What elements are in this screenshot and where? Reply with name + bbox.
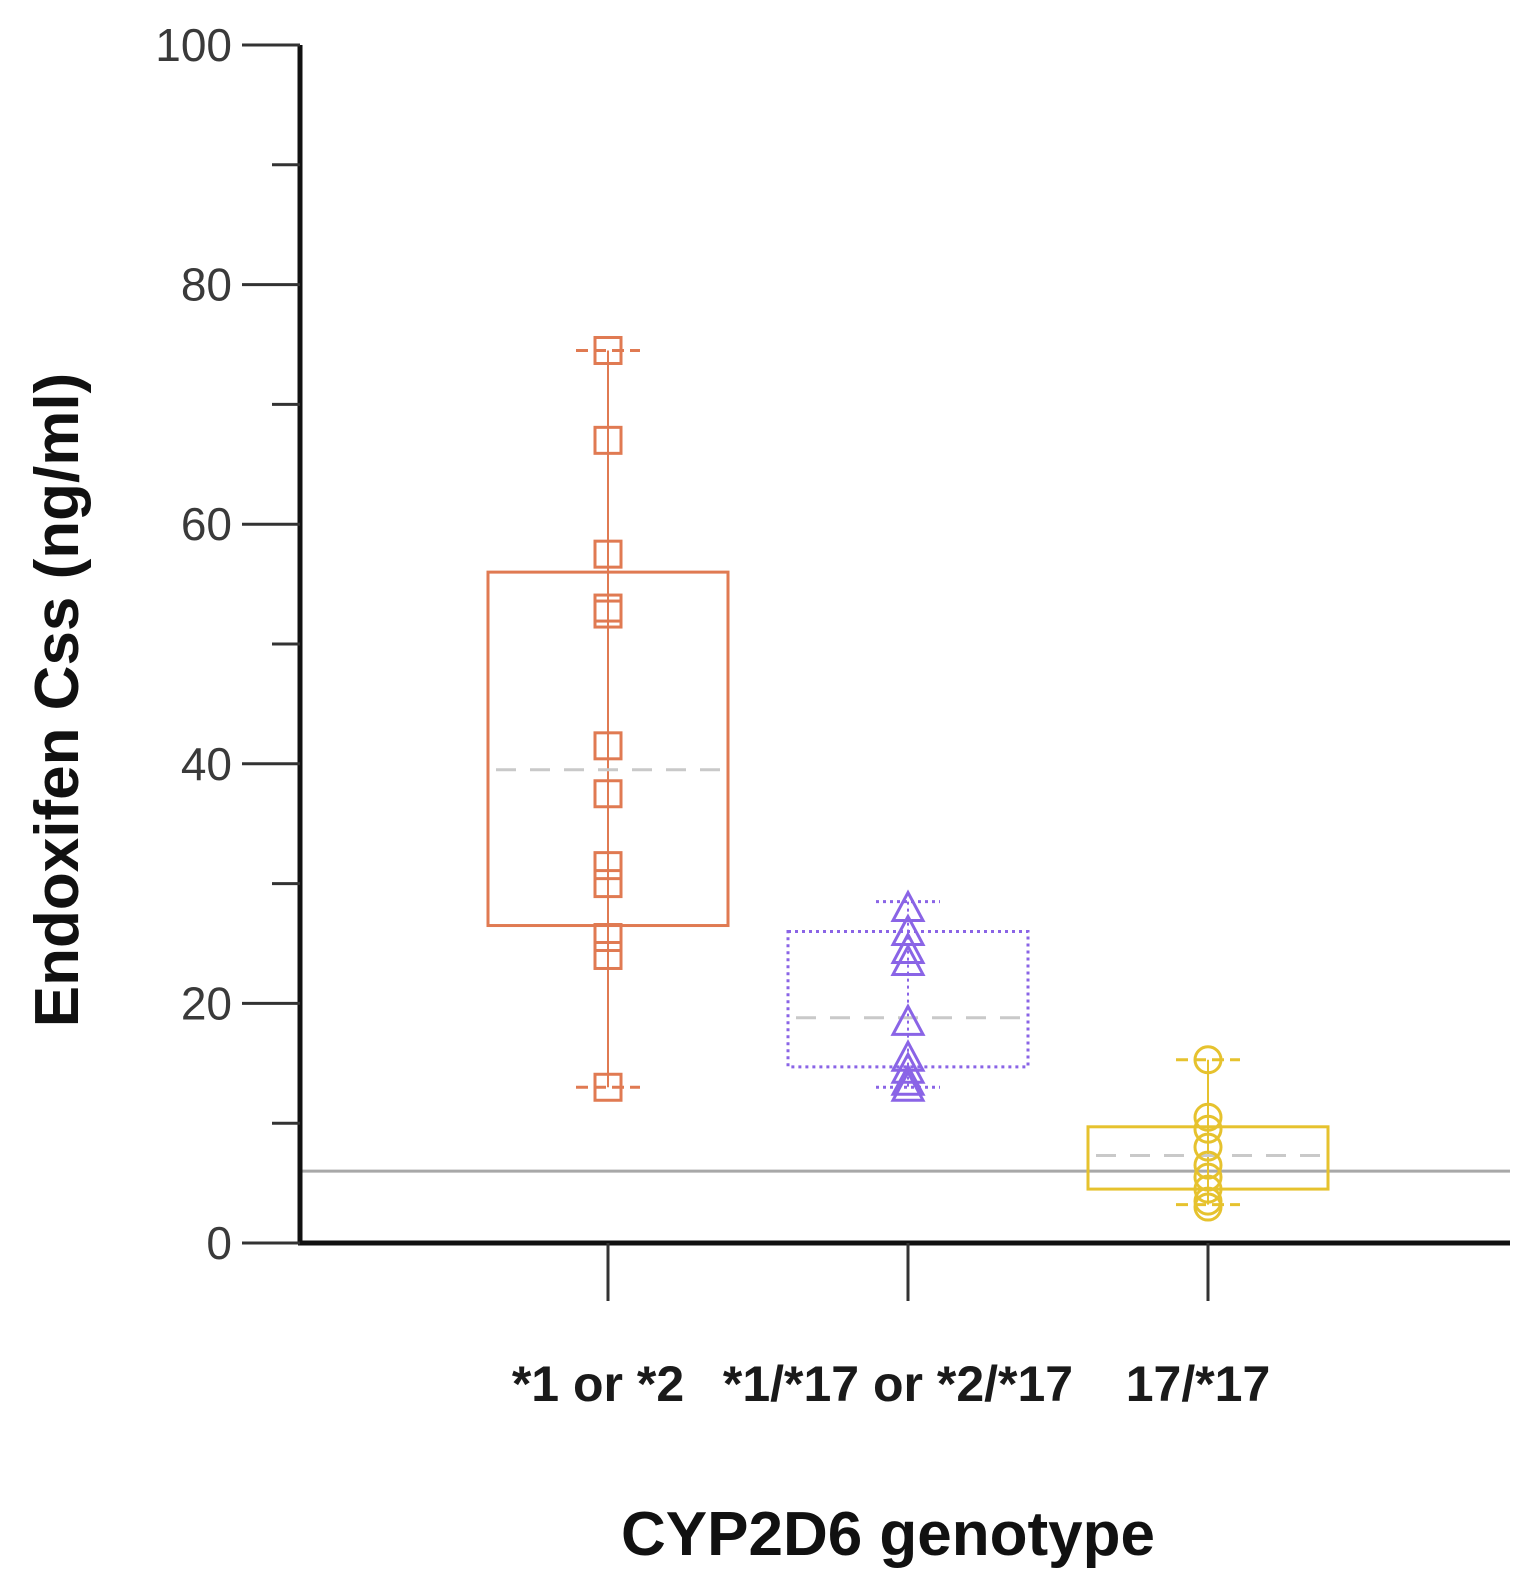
data-point-square: [593, 851, 623, 881]
data-point-triangle: [890, 1069, 926, 1102]
boxes-layer: [486, 348, 1330, 1207]
group-points-3: [1193, 1045, 1223, 1222]
data-point-square: [593, 539, 623, 569]
data-point-circle: [1193, 1102, 1223, 1132]
group-box-2: [786, 900, 1030, 1089]
data-point-circle: [1193, 1132, 1223, 1162]
data-point-triangle: [890, 1003, 926, 1036]
data-point-circle: [1193, 1174, 1223, 1204]
data-point-circle: [1193, 1192, 1223, 1222]
data-point-square: [593, 940, 623, 970]
y-tick-label: 80: [181, 259, 232, 311]
data-point-square: [593, 599, 623, 629]
data-point-square: [593, 923, 623, 953]
group-points-2: [890, 889, 926, 1102]
group-box-3: [1086, 1058, 1330, 1207]
group-points-1: [593, 335, 623, 1102]
data-point-square: [593, 731, 623, 761]
points-layer: [593, 335, 1223, 1222]
data-point-triangle: [890, 1063, 926, 1096]
y-tick-label: 40: [181, 738, 232, 790]
data-point-square: [593, 779, 623, 809]
data-point-triangle: [890, 943, 926, 976]
data-point-square: [593, 425, 623, 455]
y-tick-label: 0: [206, 1217, 232, 1269]
y-tick-label: 100: [155, 19, 232, 71]
data-point-square: [593, 1072, 623, 1102]
data-point-circle: [1193, 1114, 1223, 1144]
data-point-square: [593, 335, 623, 365]
data-point-triangle: [890, 931, 926, 964]
data-point-triangle: [890, 1051, 926, 1084]
x-category-label: *1 or *2: [512, 1356, 684, 1412]
y-tick-label: 60: [181, 498, 232, 550]
data-point-circle: [1193, 1045, 1223, 1075]
data-point-circle: [1193, 1150, 1223, 1180]
x-category-label: *1/*17 or *2/*17: [723, 1356, 1073, 1412]
data-point-triangle: [890, 889, 926, 923]
x-axis-title: CYP2D6 genotype: [621, 1500, 1155, 1569]
labels-layer: 0 20 40 60 80 100 *1 or *2 *1/*17 or *2/*17 17/*…: [23, 19, 1270, 1569]
x-category-label: 17/*17: [1126, 1356, 1271, 1412]
axes-layer: [242, 43, 1510, 1301]
group-box-1: [486, 348, 730, 1089]
y-axis-title: Endoxifen Css (ng/ml): [23, 373, 92, 1027]
y-tick-label: 20: [181, 977, 232, 1029]
data-point-circle: [1193, 1162, 1223, 1192]
data-point-square: [593, 869, 623, 899]
